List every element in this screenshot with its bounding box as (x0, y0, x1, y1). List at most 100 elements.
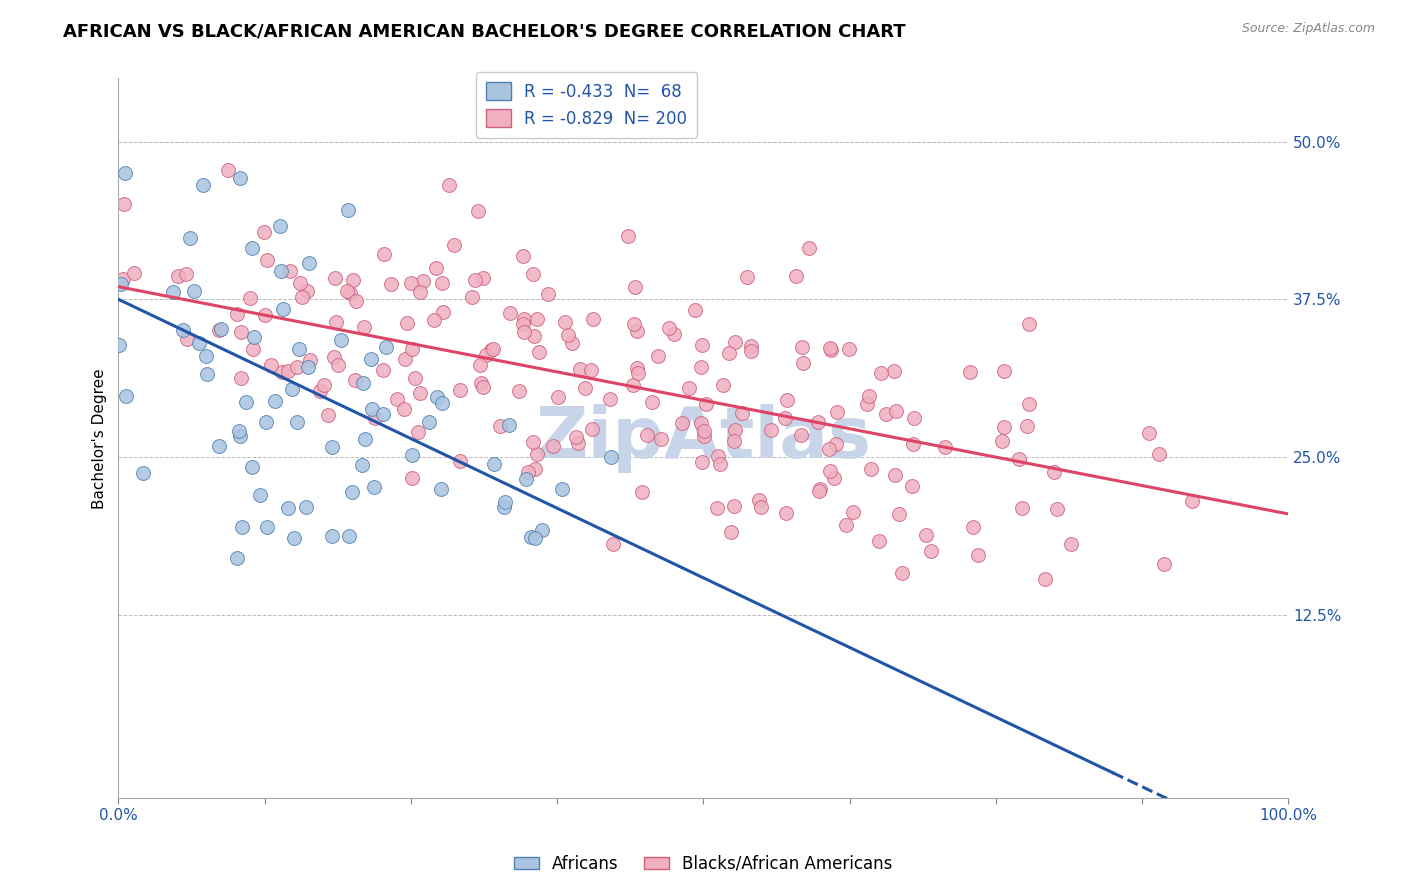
Point (959, 366, 981, 380)
Point (472, 380, 495, 394)
Point (360, 401, 382, 416)
Point (217, 163, 239, 178)
Point (827, 405, 849, 419)
Point (1046, 502, 1069, 516)
Point (239, 291, 262, 305)
Point (720, 524, 742, 539)
Point (406, 425, 429, 440)
Point (360, 352, 382, 367)
Point (277, 364, 299, 378)
Point (735, 270, 758, 285)
Point (290, 277, 312, 291)
Point (1018, 397, 1040, 411)
Point (557, 327, 579, 342)
Point (191, 178, 214, 192)
Point (600, 450, 623, 464)
Point (412, 274, 434, 288)
Legend: Africans, Blacks/African Americans: Africans, Blacks/African Americans (508, 848, 898, 880)
Point (527, 344, 550, 359)
Point (515, 472, 537, 486)
Point (915, 528, 938, 542)
Point (228, 170, 250, 185)
Point (790, 428, 813, 442)
Point (408, 285, 430, 299)
Point (271, 365, 294, 379)
Point (1017, 419, 1039, 434)
Point (662, 326, 685, 341)
Point (993, 364, 1015, 378)
Point (425, 261, 447, 276)
Point (759, 423, 782, 437)
Point (724, 335, 747, 350)
Point (706, 449, 728, 463)
Point (717, 345, 740, 359)
Point (228, 425, 250, 439)
Point (523, 329, 546, 343)
Point (195, 349, 218, 363)
Point (249, 488, 271, 502)
Point (291, 290, 314, 304)
Point (321, 529, 343, 543)
Point (321, 440, 343, 454)
Point (920, 544, 942, 558)
Point (229, 371, 252, 385)
Point (401, 342, 423, 356)
Point (647, 349, 669, 363)
Point (740, 344, 762, 359)
Point (316, 408, 339, 422)
Point (617, 229, 640, 244)
Text: AFRICAN VS BLACK/AFRICAN AMERICAN BACHELOR'S DEGREE CORRELATION CHART: AFRICAN VS BLACK/AFRICAN AMERICAN BACHEL… (63, 22, 905, 40)
Point (287, 342, 309, 356)
Point (297, 360, 319, 375)
Y-axis label: Bachelor's Degree: Bachelor's Degree (93, 368, 107, 508)
Point (337, 529, 360, 543)
Point (295, 500, 318, 514)
Point (336, 284, 359, 298)
Point (740, 338, 762, 352)
Point (295, 284, 318, 298)
Point (903, 410, 925, 425)
Point (298, 352, 321, 367)
Point (627, 367, 650, 381)
Point (471, 271, 494, 285)
Point (162, 285, 184, 299)
Point (517, 465, 540, 479)
Point (314, 378, 336, 392)
Point (856, 397, 879, 411)
Point (285, 360, 308, 375)
Point (281, 382, 304, 396)
Point (818, 464, 841, 478)
Point (401, 448, 423, 462)
Point (450, 383, 472, 397)
Point (723, 434, 745, 448)
Point (235, 394, 257, 409)
Point (650, 432, 672, 446)
Point (886, 403, 908, 417)
Point (859, 462, 882, 476)
Point (623, 317, 645, 331)
Point (409, 385, 432, 400)
Point (482, 342, 505, 356)
Point (565, 430, 588, 444)
Point (371, 362, 394, 376)
Point (323, 271, 346, 285)
Point (467, 204, 489, 219)
Point (731, 406, 754, 420)
Point (582, 312, 605, 326)
Point (373, 247, 395, 261)
Point (690, 455, 713, 469)
Point (426, 391, 449, 405)
Point (108, 338, 131, 352)
Point (373, 407, 395, 421)
Point (298, 256, 321, 270)
Point (641, 395, 664, 409)
Point (344, 294, 367, 309)
Point (901, 437, 924, 451)
Point (176, 332, 198, 346)
Point (339, 285, 361, 300)
Point (883, 364, 905, 378)
Point (808, 482, 831, 496)
Point (225, 307, 247, 321)
Point (432, 396, 454, 410)
Point (354, 433, 377, 447)
